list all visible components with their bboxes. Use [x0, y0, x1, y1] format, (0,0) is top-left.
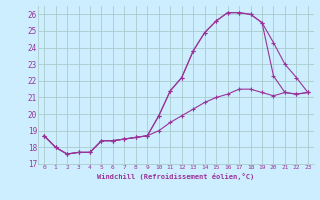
X-axis label: Windchill (Refroidissement éolien,°C): Windchill (Refroidissement éolien,°C): [97, 173, 255, 180]
